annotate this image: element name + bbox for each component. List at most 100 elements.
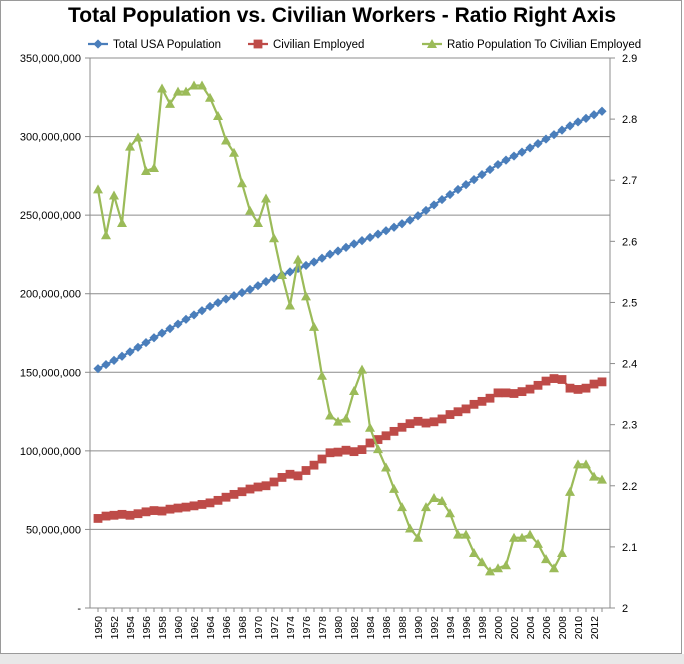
- data-point: [245, 284, 255, 295]
- data-point: [125, 510, 135, 520]
- data-point: [173, 86, 183, 96]
- data-point: [477, 170, 487, 180]
- data-point: [565, 486, 575, 496]
- right-axis-tick-label: 2.6: [622, 236, 637, 248]
- data-point: [525, 143, 535, 153]
- data-point: [581, 459, 591, 469]
- data-point: [525, 384, 535, 394]
- legend-label: Civilian Employed: [273, 39, 364, 51]
- data-point: [541, 134, 551, 144]
- data-point: [477, 396, 487, 406]
- data-point: [93, 514, 103, 523]
- data-point: [405, 523, 415, 533]
- data-point: [509, 532, 519, 542]
- data-point: [309, 460, 319, 470]
- data-point: [573, 117, 583, 127]
- right-axis-tick-labels: 2 2.1 2.2 2.3 2.4 2.5 2.6 2.7 2.8 2.9: [622, 53, 637, 615]
- data-point: [181, 314, 191, 324]
- data-point: [349, 447, 359, 457]
- data-point: [557, 375, 567, 384]
- data-point: [125, 347, 135, 357]
- series-total-usa-population: [93, 106, 607, 374]
- series-line: [96, 84, 603, 573]
- data-point: [269, 273, 279, 283]
- window-bottom-strip: [0, 654, 684, 664]
- data-point: [301, 291, 311, 301]
- data-point: [405, 419, 415, 429]
- x-axis-tick-label: 1972: [269, 616, 281, 640]
- data-point: [301, 466, 311, 475]
- data-point: [573, 459, 583, 469]
- data-point: [437, 194, 447, 205]
- data-point: [189, 501, 199, 511]
- data-point: [573, 385, 583, 394]
- right-axis-tick-label: 2.1: [622, 542, 637, 554]
- left-axis-tick-label: 50,000,000: [26, 524, 81, 536]
- data-point: [557, 125, 567, 135]
- x-axis-tick-label: 1950: [93, 616, 105, 640]
- data-point: [189, 80, 199, 90]
- data-point: [317, 370, 327, 380]
- x-axis-tick-label: 1974: [285, 616, 297, 640]
- data-point: [501, 388, 511, 398]
- data-point: [109, 190, 119, 200]
- data-point: [285, 300, 295, 310]
- data-point: [149, 506, 159, 515]
- data-point: [357, 364, 367, 374]
- data-point: [213, 495, 223, 505]
- series-layer: [93, 80, 607, 576]
- left-axis-tick-label: 250,000,000: [20, 210, 81, 222]
- left-axis-tick-label: 350,000,000: [20, 53, 81, 65]
- legend-marker: [253, 39, 263, 49]
- data-point: [109, 510, 119, 520]
- data-point: [197, 80, 207, 90]
- data-point: [93, 364, 103, 374]
- right-axis-tick-label: 2.7: [622, 175, 637, 187]
- data-point: [509, 389, 519, 398]
- data-point: [181, 502, 191, 512]
- data-point: [453, 184, 463, 195]
- legend-item: Ratio Population To Civilian Employed: [422, 39, 641, 51]
- data-point: [221, 294, 231, 304]
- data-point: [477, 557, 487, 567]
- data-point: [405, 215, 415, 225]
- left-axis-tick-label: 100,000,000: [20, 446, 81, 458]
- data-point: [269, 477, 279, 487]
- x-axis-tick-label: 1982: [349, 616, 361, 640]
- data-point: [333, 246, 343, 256]
- data-point: [229, 291, 239, 301]
- data-point: [357, 236, 367, 246]
- x-axis-tick-label: 1964: [205, 616, 217, 640]
- data-point: [101, 359, 111, 370]
- data-point: [389, 222, 399, 232]
- data-point: [205, 498, 215, 508]
- legend-marker: [427, 39, 437, 48]
- x-axis-tick-label: 2006: [541, 616, 553, 640]
- data-point: [213, 111, 223, 121]
- data-point: [253, 482, 263, 492]
- right-axis-tick-label: 2.4: [622, 359, 637, 371]
- data-point: [125, 141, 135, 151]
- x-axis-tick-label: 1976: [301, 616, 313, 640]
- data-point: [149, 163, 159, 172]
- x-axis-tick-label: 1988: [397, 616, 409, 640]
- data-point: [261, 193, 271, 203]
- data-point: [589, 110, 599, 120]
- data-point: [429, 200, 439, 210]
- data-point: [325, 448, 335, 458]
- legend-item: Total USA Population: [88, 39, 221, 51]
- left-axis-tick-label: 300,000,000: [20, 132, 81, 144]
- data-point: [165, 504, 175, 514]
- legend-item: Civilian Employed: [248, 39, 364, 51]
- data-point: [253, 281, 263, 291]
- x-axis-tick-label: 1960: [173, 616, 185, 640]
- data-point: [133, 132, 143, 142]
- chart-title: Total Population vs. Civilian Workers - …: [67, 4, 617, 27]
- data-point: [221, 492, 231, 502]
- data-point: [293, 471, 303, 481]
- data-point: [269, 233, 279, 243]
- data-point: [221, 135, 231, 145]
- data-point: [157, 328, 167, 338]
- axes: [85, 57, 615, 612]
